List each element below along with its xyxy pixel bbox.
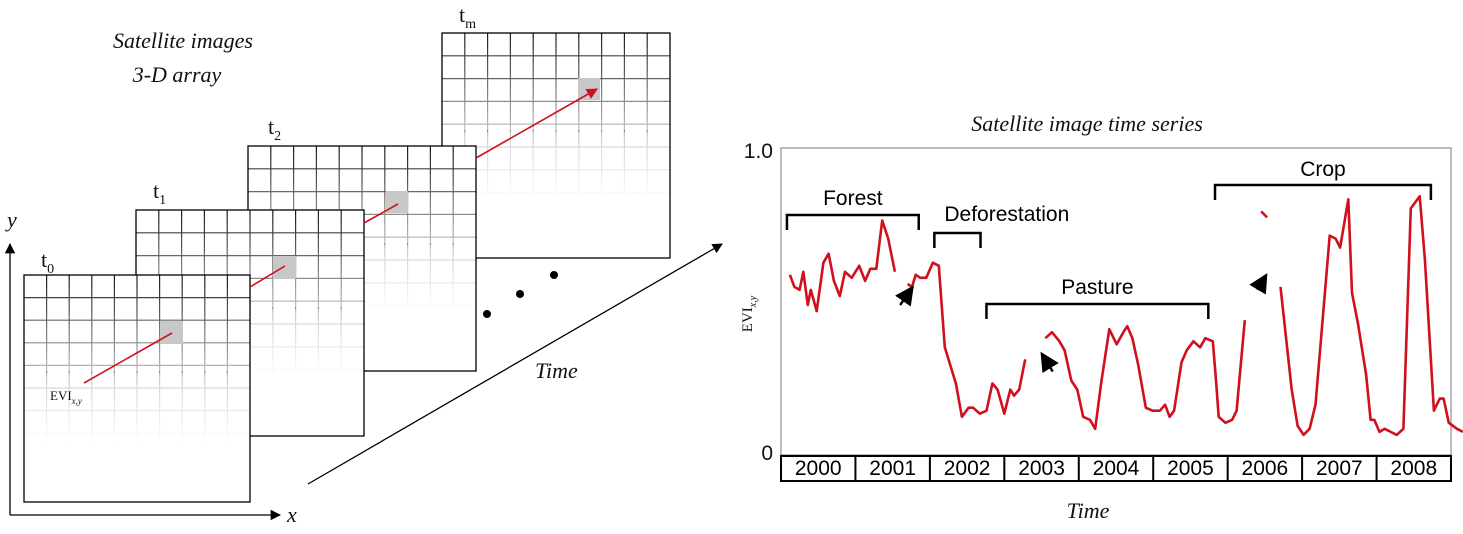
pixel-trace [83, 88, 598, 384]
evi-series-line [1044, 319, 1247, 431]
year-label: 2005 [1167, 457, 1214, 480]
grid-dot [384, 243, 386, 245]
grid-dot [317, 307, 319, 309]
year-label: 2007 [1316, 457, 1363, 480]
segment-bracket [785, 213, 920, 230]
time-arrow [307, 243, 723, 485]
frame-label-t2: t2 [268, 114, 281, 144]
grid-dot [487, 130, 489, 132]
year-label: 2001 [869, 457, 916, 480]
y-tick-label-bottom: 0 [761, 442, 773, 465]
year-label: 2004 [1093, 457, 1140, 480]
year-label: 2003 [1018, 457, 1065, 480]
frame-label-t0: t0 [41, 247, 54, 277]
annotation-arrow [1249, 273, 1268, 295]
year-label: 2000 [795, 457, 842, 480]
array-title-line1: Satellite images [113, 28, 253, 53]
grid-dot [601, 130, 603, 132]
grid-dot [159, 371, 161, 373]
grid-dot [578, 130, 580, 132]
segment-label: Deforestation [944, 203, 1069, 226]
frame-tm [441, 32, 671, 259]
year-cells: 2000 2001 2002 2003 2004 2005 2006 2007 2008 [795, 456, 1437, 481]
segment-bracket [933, 231, 982, 248]
grid-dot [272, 307, 274, 309]
grid-dot [136, 371, 138, 373]
segment-label: Pasture [1061, 276, 1133, 299]
grid-lines [24, 275, 250, 502]
grid-dot [646, 130, 648, 132]
grid-path [24, 275, 250, 502]
grid-dot [452, 243, 454, 245]
grid-dot [295, 307, 297, 309]
segment-brackets: Forest Deforestation Pasture Crop [785, 158, 1433, 319]
segment-bracket [1213, 183, 1433, 200]
grid-dot [181, 371, 183, 373]
grid-dot [623, 130, 625, 132]
grid-dot [68, 371, 70, 373]
grid-dot [532, 130, 534, 132]
array-diagram: Satellite images 3-D array tm t2 t1 [4, 2, 723, 527]
grid-dot [340, 307, 342, 309]
grid-dot [509, 130, 511, 132]
annotation-arrow [1040, 351, 1059, 374]
ellipsis-dot [516, 290, 524, 298]
year-label: 2008 [1390, 457, 1437, 480]
frame-label-t1: t1 [153, 178, 166, 208]
evi-series-line [1260, 210, 1269, 219]
y-tick-label-top: 1.0 [744, 140, 773, 163]
grid-dot [226, 371, 228, 373]
x-axis-title: Time [1067, 498, 1110, 523]
series-lines [788, 195, 1463, 437]
year-strip [780, 455, 1452, 482]
y-axis-label: y [5, 207, 17, 232]
pixel-label: EVIx,y [50, 388, 82, 406]
grid-dot [113, 371, 115, 373]
segment-label: Forest [823, 187, 883, 210]
grid-dot [407, 243, 409, 245]
annotation-arrows [895, 273, 1268, 374]
segment-bracket [985, 302, 1210, 319]
ellipsis-dot [483, 310, 491, 318]
chart-title: Satellite image time series [971, 111, 1203, 136]
frame-label-tm: tm [459, 2, 476, 32]
x-axis-label: x [286, 502, 297, 527]
segment-label: Crop [1300, 158, 1346, 181]
year-label: 2006 [1242, 457, 1289, 480]
evi-series-line [788, 219, 897, 313]
frame-t0 [23, 274, 251, 503]
ellipsis-dot [550, 271, 558, 279]
annotation-arrow [895, 285, 914, 307]
evi-series-line [1279, 195, 1463, 437]
time-label: Time [535, 358, 578, 383]
highlight-pixel [273, 256, 296, 279]
time-series-chart: Satellite image time series 1.0 0 EVIx,y… [740, 111, 1463, 523]
grid-dot [204, 371, 206, 373]
y-axis-title: EVIx,y [740, 295, 759, 332]
array-title-line2: 3-D array [132, 62, 222, 87]
grid-dot [46, 371, 48, 373]
evi-series-line [906, 261, 1027, 419]
grid-dot [555, 130, 557, 132]
year-label: 2002 [944, 457, 991, 480]
grid-dot [91, 371, 93, 373]
grid-dot [429, 243, 431, 245]
grid-dot [464, 130, 466, 132]
